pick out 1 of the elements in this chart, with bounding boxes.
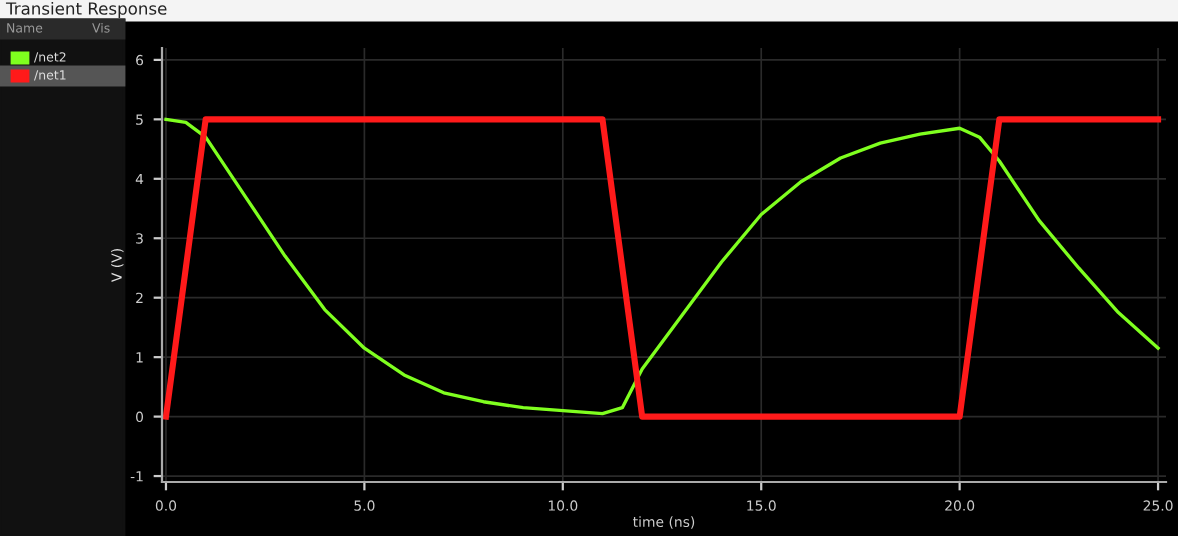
chart-title: Transient Response: [5, 1, 167, 19]
